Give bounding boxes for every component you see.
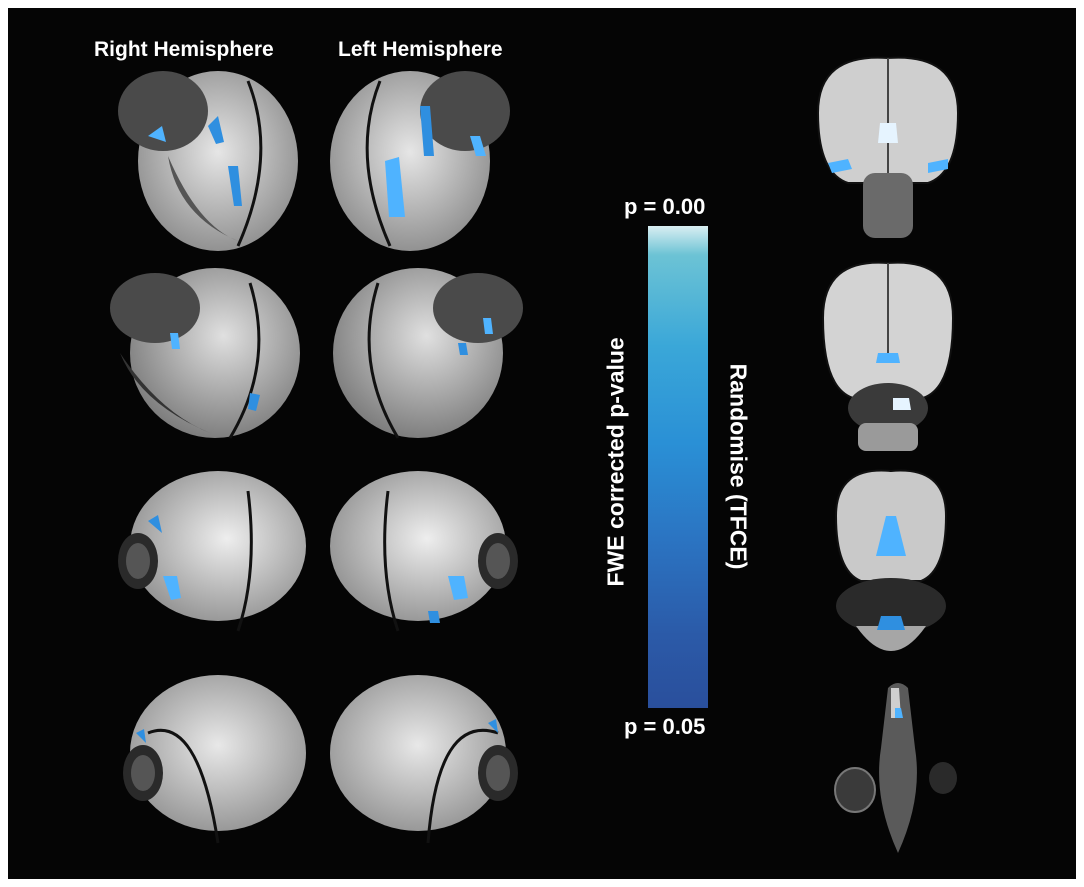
right-hemisphere-title: Right Hemisphere [94, 38, 274, 61]
figure-panel: Right Hemisphere Left Hemisphere [8, 8, 1076, 879]
brain-right-view-4 [108, 673, 308, 853]
brain-right-view-2 [100, 263, 300, 453]
coronal-slice-3 [826, 466, 956, 666]
brain-right-view-3 [108, 471, 308, 641]
colorbar-bottom-label: p = 0.05 [624, 714, 706, 739]
left-hemisphere-title: Left Hemisphere [338, 38, 503, 61]
coronal-slice-1 [808, 53, 968, 243]
brain-left-view-2 [328, 263, 528, 453]
colorbar-right-axis-label: Randomise (TFCE) [725, 363, 752, 570]
brain-left-view-1 [330, 66, 520, 256]
brain-left-view-3 [328, 471, 528, 641]
axial-slice [833, 678, 963, 858]
colorbar [648, 226, 708, 708]
colorbar-left-axis-label: FWE corrected p-value [602, 337, 629, 587]
coronal-slice-2 [813, 258, 963, 453]
brain-right-view-1 [108, 66, 298, 256]
colorbar-top-label: p = 0.00 [624, 194, 706, 219]
brain-left-view-4 [328, 673, 528, 853]
